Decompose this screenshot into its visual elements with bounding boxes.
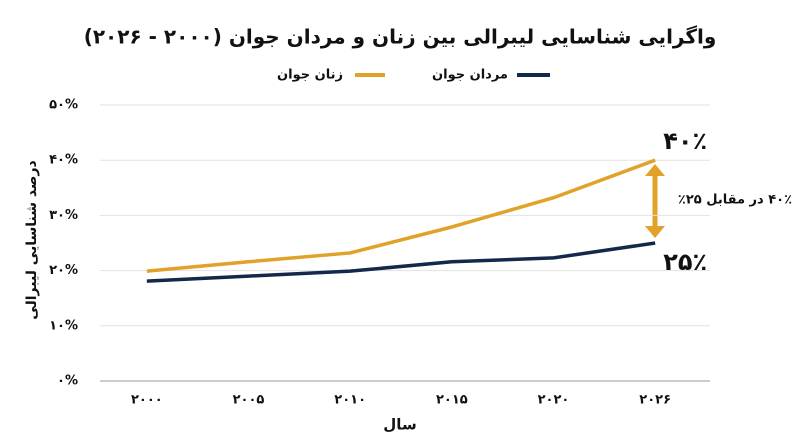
- arrow-head: [645, 164, 665, 176]
- chart-title: واگرایی شناسایی لیبرالی بین زنان و مردان…: [84, 25, 717, 49]
- series-line: [146, 241, 656, 283]
- y-tick-label: ۱۰%: [49, 318, 78, 333]
- x-tick-label: ۲۰۱۰: [334, 393, 366, 408]
- x-tick-label: ۲۰۲۰: [538, 393, 570, 408]
- x-tick-label: ۲۰۰۰: [131, 393, 163, 408]
- legend-label: زنان جوان: [277, 68, 343, 83]
- x-tick-label: ۲۰۲۶: [639, 393, 671, 408]
- y-tick-label: ۰%: [57, 374, 78, 389]
- y-axis-label: درصد شناسایی لیبرالی: [24, 160, 40, 319]
- y-tick-label: ۴۰%: [49, 153, 78, 168]
- value-label: ۲۵٪: [663, 248, 707, 276]
- y-tick-label: ۳۰%: [49, 208, 78, 223]
- x-tick-label: ۲۰۱۵: [436, 393, 468, 408]
- arrow-head: [645, 226, 665, 238]
- y-tick-label: ۵۰%: [49, 98, 78, 113]
- annotation: ۴۰٪ در مقابل ۲۵٪: [678, 193, 792, 208]
- y-tick-label: ۲۰%: [49, 263, 78, 278]
- legend-label: مردان جوان: [432, 68, 508, 83]
- series-line: [146, 158, 656, 273]
- x-axis-label: سال: [383, 416, 416, 434]
- x-tick-label: ۲۰۰۵: [233, 393, 265, 408]
- value-label: ۴۰٪: [663, 127, 707, 155]
